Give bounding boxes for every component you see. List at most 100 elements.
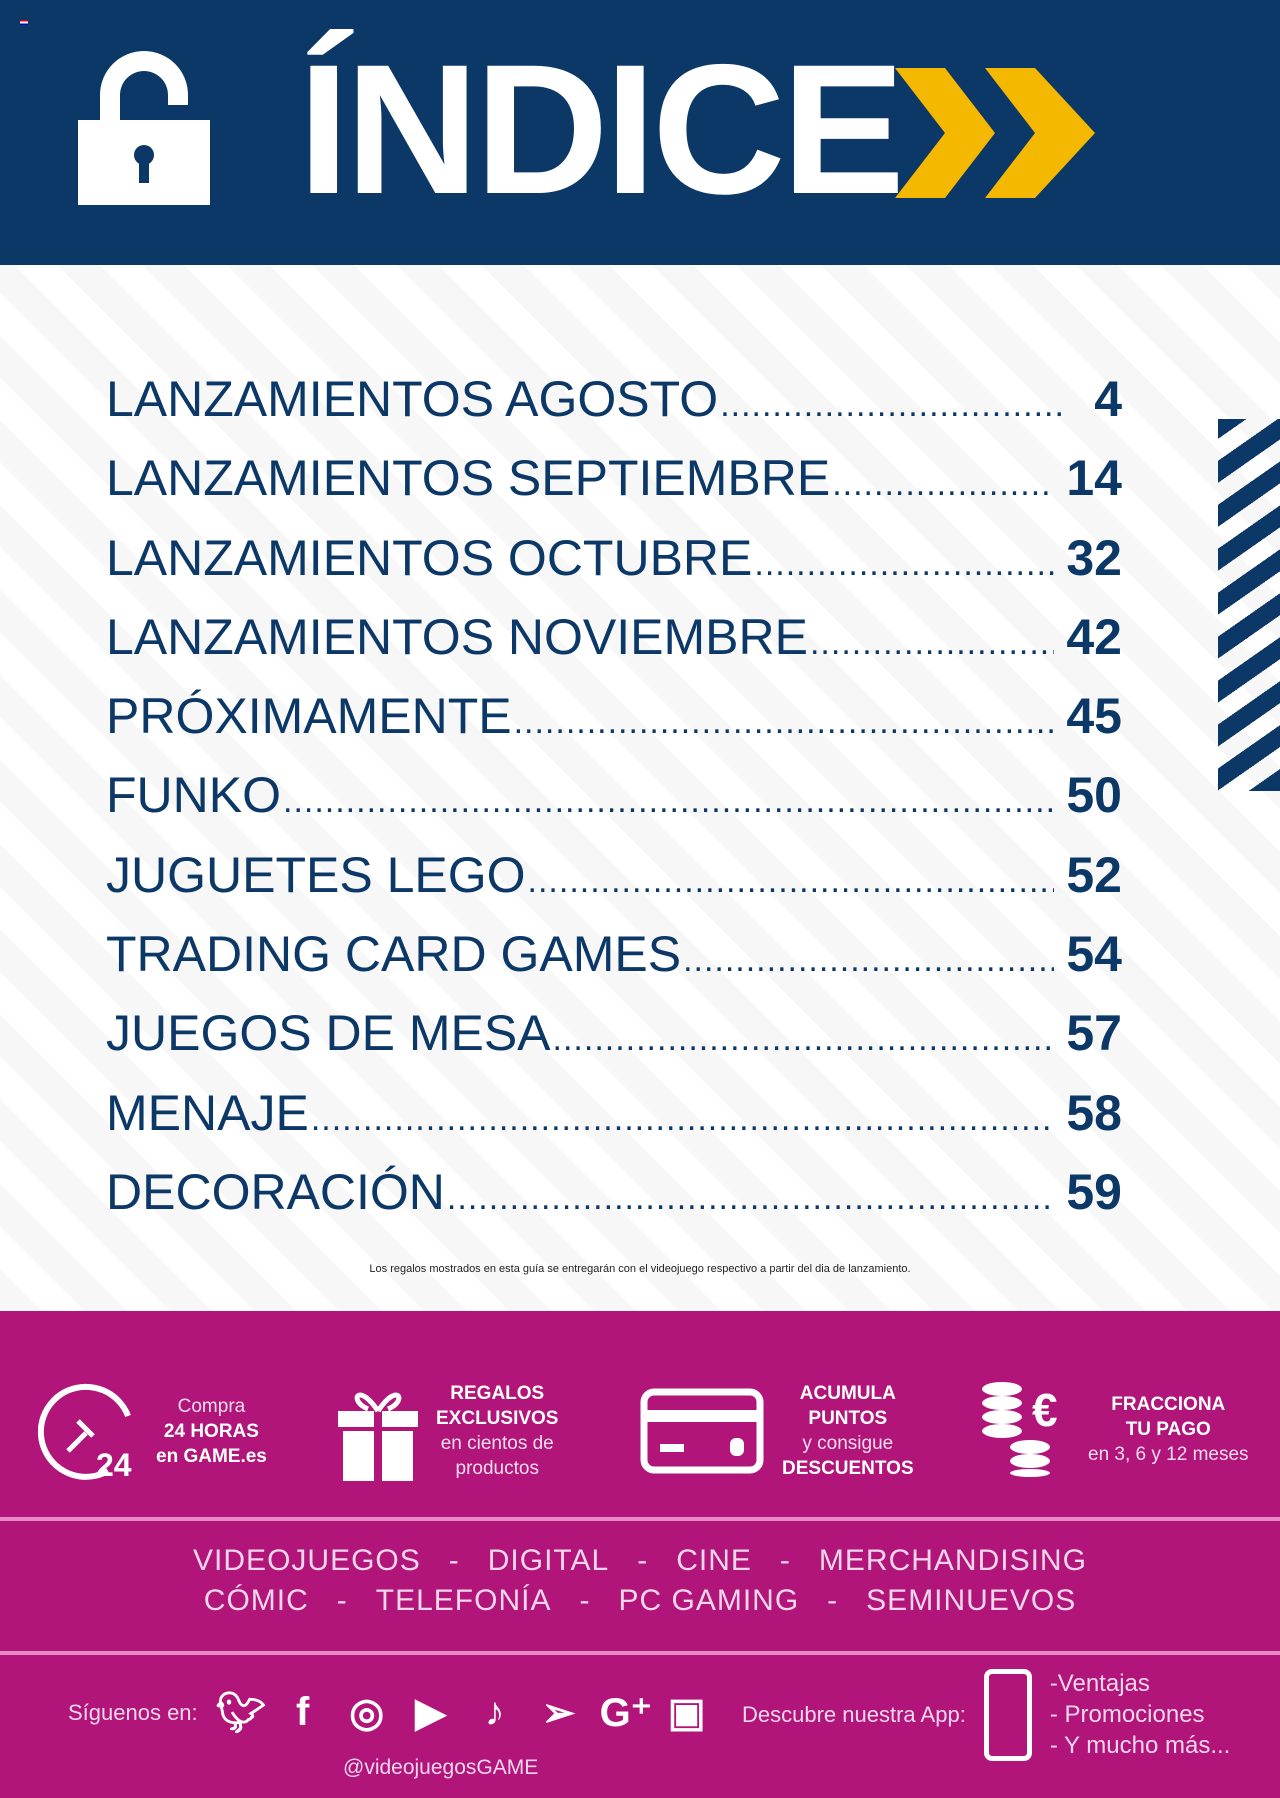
toc-label: TRADING CARD GAMES <box>106 926 682 983</box>
toc-entry[interactable]: TRADING CARD GAMES 54 <box>106 915 1122 994</box>
app-benefit: -Ventajas <box>1049 1670 1150 1697</box>
toc-page-number: 50 <box>1066 767 1122 824</box>
toc-label: DECORACIÓN <box>106 1163 445 1220</box>
toc-page-number: 42 <box>1066 608 1122 665</box>
footer: 24 Compra 24 HORAS en GAME.es REGALOS EXCLU… <box>0 1311 1280 1798</box>
toc-label: FUNKO <box>106 767 281 824</box>
svg-text:24: 24 <box>96 1447 132 1481</box>
social-label: Síguenos en: <box>68 1699 198 1725</box>
toc-page-number: 45 <box>1066 688 1122 745</box>
feature-text: y consigue <box>802 1433 894 1454</box>
header-banner: ÍNDICE <box>0 0 1280 265</box>
toc-label: LANZAMIENTOS OCTUBRE <box>106 529 753 586</box>
instagram-icon[interactable]: ◎ <box>349 1690 385 1735</box>
toc-label: MENAJE <box>106 1084 309 1141</box>
separator: - <box>637 1544 649 1577</box>
app-benefit: - Y mucho más... <box>1049 1732 1231 1759</box>
app-benefit: - Promociones <box>1049 1701 1205 1728</box>
category-link[interactable]: CINE <box>676 1544 752 1577</box>
toc-leader-dots <box>553 1000 1055 1079</box>
feature-text: Compra <box>177 1395 246 1417</box>
feature-text: REGALOS <box>450 1383 545 1404</box>
social-links: Síguenos en: 🐦︎ f ◎ ▶ ♪ ➢ G⁺ ▣ <box>68 1689 710 1736</box>
page-title: ÍNDICE <box>298 27 905 233</box>
toc-page-number: 32 <box>1066 529 1122 586</box>
separator: - <box>336 1584 348 1617</box>
social-handle[interactable]: @videojuegosGAME <box>343 1756 539 1779</box>
toc-page-number: 57 <box>1066 1005 1122 1062</box>
app-label: Descubre nuestra App: <box>742 1701 966 1727</box>
toc-page-number: 4 <box>1094 371 1122 427</box>
toc-leader-dots <box>720 366 1064 445</box>
toc-entry[interactable]: FUNKO 50 <box>106 756 1122 835</box>
feature-text: PUNTOS <box>808 1408 888 1429</box>
toc-leader-dots <box>514 683 1055 762</box>
toc-entry[interactable]: LANZAMIENTOS SEPTIEMBRE 14 <box>106 439 1122 518</box>
toc-entry[interactable]: LANZAMIENTOS NOVIEMBRE 42 <box>106 598 1122 677</box>
separator: - <box>827 1584 839 1617</box>
category-link[interactable]: TELEFONÍA <box>375 1584 552 1617</box>
feature-text: EXCLUSIVOS <box>436 1408 559 1429</box>
feature-24h: 24 Compra 24 HORAS en GAME.es <box>38 1381 267 1481</box>
credit-card-icon <box>640 1388 764 1474</box>
svg-text:€: € <box>1032 1384 1058 1436</box>
toc-leader-dots <box>311 1080 1055 1159</box>
clock-24-icon: 24 <box>38 1383 132 1481</box>
toc-leader-dots <box>528 842 1055 921</box>
table-of-contents: LANZAMIENTOS AGOSTO 4 LANZAMIENTOS SEPTIEM… <box>106 360 1122 1232</box>
toc-entry[interactable]: LANZAMIENTOS AGOSTO 4 <box>106 360 1122 439</box>
twitter-icon[interactable]: 🐦︎ <box>215 1691 267 1735</box>
toc-label: PRÓXIMAMENTE <box>106 688 512 745</box>
lock-icon <box>78 51 210 205</box>
separator: - <box>779 1544 791 1577</box>
telegram-icon[interactable]: ➢ <box>541 1690 576 1735</box>
toc-leader-dots <box>832 445 1054 524</box>
decorative-stripes <box>1218 419 1280 791</box>
toc-entry[interactable]: DECORACIÓN 59 <box>106 1153 1122 1232</box>
toc-entry[interactable]: JUEGOS DE MESA 57 <box>106 994 1122 1073</box>
divider <box>0 1517 1280 1521</box>
feature-text: DESCUENTOS <box>782 1458 914 1479</box>
category-link[interactable]: PC GAMING <box>618 1584 800 1617</box>
category-link[interactable]: CÓMIC <box>203 1584 309 1617</box>
toc-page-number: 14 <box>1066 450 1122 507</box>
category-link[interactable]: MERCHANDISING <box>818 1544 1087 1577</box>
feature-text: en GAME.es <box>156 1445 267 1467</box>
tiktok-icon[interactable]: ♪ <box>484 1690 505 1734</box>
toc-entry[interactable]: PRÓXIMAMENTE 45 <box>106 677 1122 756</box>
separator: - <box>579 1584 591 1617</box>
youtube-icon[interactable]: ▶ <box>415 1690 447 1735</box>
toc-entry[interactable]: MENAJE 58 <box>106 1074 1122 1153</box>
facebook-icon[interactable]: f <box>296 1690 310 1734</box>
phone-icon <box>983 1668 1032 1761</box>
feature-text: en 3, 6 y 12 meses <box>1088 1443 1249 1465</box>
twitch-icon[interactable]: ▣ <box>667 1690 706 1735</box>
toc-entry[interactable]: JUGUETES LEGO 52 <box>106 836 1122 915</box>
categories: VIDEOJUEGOS - DIGITAL - CINE - MERCHANDISING CÓ… <box>0 1541 1280 1621</box>
toc-label: LANZAMIENTOS NOVIEMBRE <box>106 608 808 665</box>
toc-entry[interactable]: LANZAMIENTOS OCTUBRE 32 <box>106 519 1122 598</box>
separator: - <box>448 1544 460 1577</box>
toc-page-number: 58 <box>1066 1084 1122 1141</box>
gift-icon <box>338 1392 418 1481</box>
google-plus-icon[interactable]: G⁺ <box>599 1690 652 1735</box>
toc-leader-dots <box>447 1159 1054 1238</box>
toc-page-number: 52 <box>1066 846 1122 903</box>
toc-leader-dots <box>283 762 1054 841</box>
category-link[interactable]: DIGITAL <box>487 1544 610 1577</box>
toc-label: JUEGOS DE MESA <box>106 1005 551 1062</box>
flag-icon <box>20 20 28 25</box>
feature-text: ACUMULA <box>799 1383 896 1404</box>
category-link[interactable]: SEMINUEVOS <box>866 1584 1077 1617</box>
toc-label: LANZAMIENTOS AGOSTO <box>106 371 719 427</box>
feature-text: TU PAGO <box>1125 1418 1211 1440</box>
toc-leader-dots <box>754 525 1054 604</box>
feature-text: 24 HORAS <box>163 1420 259 1442</box>
feature-gifts: REGALOS EXCLUSIVOS en cientos de productos <box>338 1381 558 1481</box>
feature-points: ACUMULA PUNTOS y consigue DESCUENTOS <box>640 1381 914 1481</box>
double-chevron-icon <box>895 68 1095 198</box>
toc-page-number: 59 <box>1066 1163 1122 1220</box>
category-link[interactable]: VIDEOJUEGOS <box>193 1544 421 1577</box>
coins-euro-icon: € <box>982 1382 1058 1477</box>
feature-installments: € FRACCIONA TU PAGO en 3, 6 y 12 meses <box>980 1381 1249 1477</box>
